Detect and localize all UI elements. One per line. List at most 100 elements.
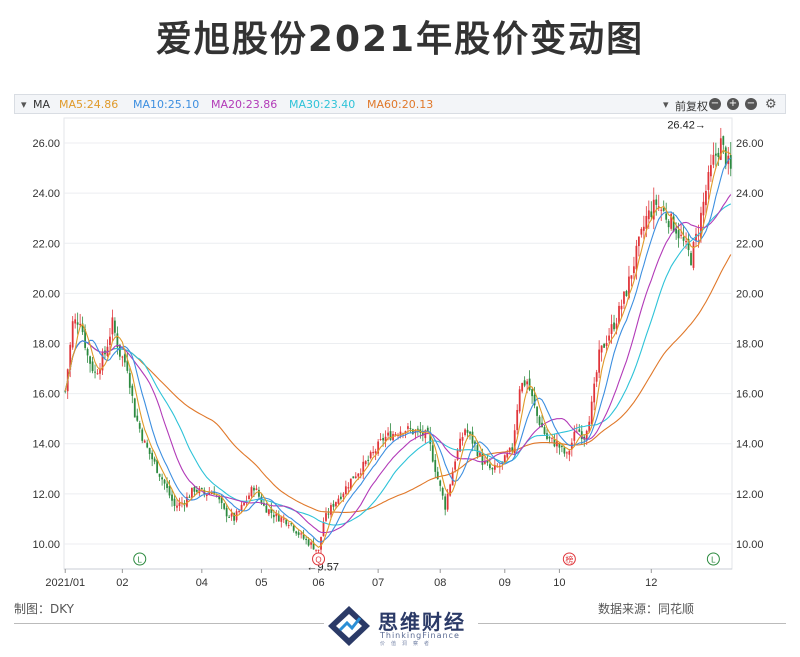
candle-body (479, 452, 481, 456)
candle-body (675, 228, 678, 234)
event-marker (133, 552, 147, 566)
candle-body (173, 498, 176, 506)
event-marker-label: Q (315, 556, 321, 565)
candle-body (349, 478, 352, 490)
candle-body (407, 426, 409, 429)
candle-body (563, 447, 566, 454)
candle-body (198, 488, 201, 494)
candle-body (665, 213, 668, 220)
candle-body (389, 431, 392, 440)
candle-body (695, 233, 697, 241)
candle-body (200, 488, 203, 490)
gear-icon[interactable]: ⚙ (765, 97, 777, 112)
low-annotation: ←9.57 (307, 562, 339, 574)
candle-body (585, 430, 588, 441)
candle-body (195, 489, 198, 492)
candle-body (677, 230, 680, 239)
candle-body (292, 525, 295, 531)
maker-credit: 制图：DKY (14, 602, 75, 616)
candle-body (645, 215, 648, 229)
candle-body (186, 496, 188, 507)
candle-body (481, 453, 484, 465)
candle-body (218, 496, 221, 500)
candle-body (620, 305, 623, 310)
candle-body (250, 487, 253, 497)
candle-body (511, 447, 514, 451)
collapse-chevron-icon[interactable]: ▾ (21, 98, 27, 111)
candle-body (724, 147, 727, 166)
ma30-line (64, 203, 732, 526)
candle-body (578, 429, 581, 432)
candle-body (233, 513, 235, 521)
candle-body (613, 322, 615, 330)
candle-body (697, 234, 700, 237)
candle-body (660, 209, 663, 211)
candle-body (548, 436, 551, 439)
x-tick-label: 08 (434, 577, 446, 586)
y-tick-right: 18.00 (736, 339, 764, 351)
candle-body (379, 438, 382, 440)
candle-body (523, 380, 526, 386)
y-tick-right: 24.00 (736, 188, 764, 200)
candle-body (369, 452, 372, 459)
candle-body (538, 416, 541, 425)
candlestick-chart: 10.00 10.00 12.00 12.00 14.00 14.00 16.00 16.00… (32, 117, 764, 586)
candle-body (647, 210, 650, 220)
candle-body (372, 451, 375, 454)
candle-body (464, 429, 466, 435)
candle-body (168, 485, 171, 496)
candle-body (426, 427, 429, 432)
candle-body (705, 190, 707, 206)
x-tick-label: 04 (196, 577, 208, 586)
candle-body (99, 369, 101, 374)
y-tick-left: 12.00 (32, 489, 60, 501)
candle-body (618, 305, 620, 324)
candle-body (717, 152, 720, 157)
candle-body (516, 409, 519, 431)
candle-body (260, 496, 263, 504)
candle-body (573, 431, 576, 441)
candle-body (332, 503, 335, 507)
candle-body (429, 432, 432, 444)
candle-body (488, 464, 491, 469)
ma20-value: MA20:23.86 (211, 98, 278, 111)
candle-body (190, 487, 193, 498)
minus-icon[interactable]: − (709, 98, 721, 110)
event-marker (706, 552, 720, 566)
x-tick-label: 06 (312, 577, 324, 586)
candle-body (101, 352, 104, 371)
candle-body (518, 389, 521, 412)
candle-body (404, 431, 407, 434)
candle-body (255, 488, 258, 490)
adjust-chevron-icon[interactable]: ▾ (663, 98, 669, 111)
candle-body (615, 323, 618, 329)
candle-body (729, 155, 732, 169)
candle-body (531, 389, 533, 397)
candle-body (672, 216, 675, 232)
candle-body (265, 505, 268, 513)
candle-body (459, 438, 461, 452)
candle-body (702, 201, 705, 216)
candle-body (121, 356, 124, 358)
data-source: 数据来源：同花顺 (598, 602, 695, 616)
candle-body (558, 443, 561, 448)
ma-label[interactable]: MA (33, 98, 51, 111)
plus-icon[interactable]: + (727, 98, 739, 110)
settings-gear-icon[interactable]: − (745, 98, 757, 110)
adjust-select[interactable]: 前复权 (675, 100, 708, 113)
ma5-value: MA5:24.86 (59, 98, 119, 111)
candle-body (521, 382, 524, 392)
candle-body (352, 476, 355, 479)
candle-body (94, 371, 96, 373)
candle-body (230, 513, 233, 517)
candle-body (431, 445, 434, 462)
candle-body (330, 505, 332, 515)
candle-body (153, 458, 156, 462)
y-tick-left: 14.00 (32, 439, 60, 451)
candle-body (320, 536, 322, 550)
y-tick-right: 10.00 (736, 539, 764, 551)
candle-body (469, 431, 471, 434)
y-tick-left: 18.00 (32, 339, 60, 351)
candle-body (526, 381, 529, 385)
candle-body (111, 317, 114, 335)
